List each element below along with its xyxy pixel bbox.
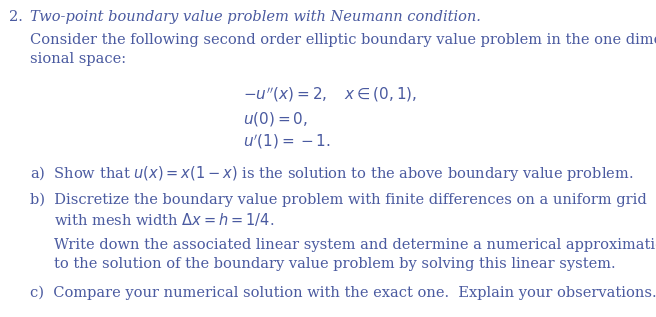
Text: sional space:: sional space: (30, 52, 127, 66)
Text: Consider the following second order elliptic boundary value problem in the one d: Consider the following second order elli… (30, 33, 656, 47)
Text: Write down the associated linear system and determine a numerical approximation: Write down the associated linear system … (54, 238, 656, 252)
Text: b)  Discretize the boundary value problem with finite differences on a uniform g: b) Discretize the boundary value problem… (30, 192, 647, 207)
Text: $u'(1) = -1.$: $u'(1) = -1.$ (243, 133, 331, 151)
Text: $u(0) = 0,$: $u(0) = 0,$ (243, 110, 308, 127)
Text: $-u''(x) = 2, \quad x \in (0,1),$: $-u''(x) = 2, \quad x \in (0,1),$ (243, 86, 417, 104)
Text: 2.: 2. (9, 10, 22, 24)
Text: with mesh width $\Delta x = h = 1/4$.: with mesh width $\Delta x = h = 1/4$. (54, 211, 275, 228)
Text: c)  Compare your numerical solution with the exact one.  Explain your observatio: c) Compare your numerical solution with … (30, 286, 656, 301)
Text: Two-point boundary value problem with Neumann condition.: Two-point boundary value problem with Ne… (30, 10, 481, 24)
Text: to the solution of the boundary value problem by solving this linear system.: to the solution of the boundary value pr… (54, 257, 616, 271)
Text: a)  Show that $u(x) = x(1-x)$ is the solution to the above boundary value proble: a) Show that $u(x) = x(1-x)$ is the solu… (30, 164, 634, 183)
